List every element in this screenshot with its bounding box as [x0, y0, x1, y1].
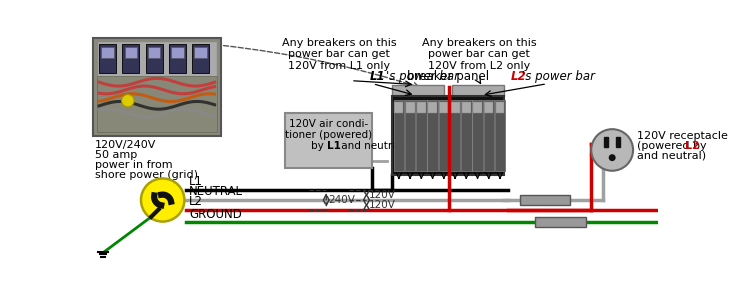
Text: L1: L1 — [327, 141, 341, 151]
Bar — [428, 102, 437, 113]
Bar — [472, 100, 482, 171]
Bar — [96, 41, 217, 132]
Text: L2: L2 — [189, 196, 203, 208]
Bar — [405, 100, 415, 171]
Bar — [169, 44, 186, 73]
Bar — [461, 100, 471, 171]
Bar — [483, 100, 494, 171]
Text: by: by — [311, 141, 327, 151]
Circle shape — [609, 154, 616, 161]
Text: GROUND: GROUND — [189, 208, 242, 221]
Bar — [520, 195, 570, 205]
Text: 120V/240V: 120V/240V — [95, 140, 156, 150]
Bar — [535, 217, 586, 227]
Text: tioner (powered): tioner (powered) — [285, 130, 372, 140]
Bar — [439, 100, 449, 171]
Bar — [148, 47, 160, 58]
Bar — [392, 85, 444, 96]
Text: 120V air condi-: 120V air condi- — [289, 119, 368, 129]
Bar — [392, 96, 504, 175]
Bar — [439, 100, 449, 171]
Bar — [145, 44, 163, 73]
Text: power in from: power in from — [95, 160, 173, 170]
Bar — [393, 100, 404, 171]
Text: Any breakers on this
power bar can get
120V from L2 only: Any breakers on this power bar can get 1… — [422, 38, 536, 71]
Bar — [405, 100, 415, 171]
Bar — [122, 44, 140, 73]
Text: L2: L2 — [685, 141, 700, 151]
Bar — [495, 100, 505, 171]
Bar — [171, 47, 183, 58]
Circle shape — [121, 94, 134, 107]
Bar — [496, 102, 504, 113]
Circle shape — [591, 129, 633, 171]
Bar — [450, 100, 461, 171]
Bar — [285, 113, 372, 168]
Bar — [395, 102, 404, 113]
Text: 120V: 120V — [369, 190, 395, 200]
Bar — [194, 47, 207, 58]
Text: Any breakers on this
power bar can get
120V from L1 only: Any breakers on this power bar can get 1… — [282, 38, 397, 71]
Text: 240V: 240V — [328, 195, 355, 205]
Bar — [417, 102, 425, 113]
Bar — [450, 100, 461, 171]
Bar — [439, 102, 448, 113]
Bar — [102, 47, 114, 58]
Text: NEUTRAL: NEUTRAL — [189, 185, 243, 199]
Bar — [462, 102, 471, 113]
Text: (powered by: (powered by — [637, 141, 710, 151]
Bar — [450, 102, 460, 113]
Bar — [416, 100, 427, 171]
Text: L2: L2 — [511, 70, 526, 83]
Text: shore power (grid): shore power (grid) — [95, 170, 198, 180]
Text: 120V receptacle: 120V receptacle — [637, 131, 728, 141]
Bar — [473, 102, 482, 113]
Bar — [99, 44, 116, 73]
Bar — [393, 100, 404, 171]
Text: breaker panel: breaker panel — [407, 70, 489, 83]
Text: L1: L1 — [189, 176, 203, 188]
Text: L1: L1 — [370, 70, 386, 83]
Bar — [495, 100, 505, 171]
Bar — [406, 102, 414, 113]
Text: 's power bar: 's power bar — [521, 70, 594, 83]
Text: 50 amp: 50 amp — [95, 150, 137, 160]
Bar — [616, 137, 620, 147]
Bar — [192, 44, 209, 73]
Bar — [605, 137, 608, 147]
Text: 120V: 120V — [369, 200, 395, 210]
Text: 's power bar: 's power bar — [386, 70, 459, 83]
Bar — [452, 85, 504, 96]
Bar — [96, 76, 217, 132]
Bar — [472, 100, 482, 171]
Bar — [93, 38, 221, 136]
Bar — [416, 100, 427, 171]
Bar — [428, 100, 438, 171]
Text: and neutral): and neutral) — [338, 141, 406, 151]
Bar — [125, 47, 137, 58]
Bar — [461, 100, 471, 171]
Bar — [428, 100, 438, 171]
Circle shape — [141, 178, 184, 222]
Bar — [485, 102, 493, 113]
Text: and neutral): and neutral) — [637, 151, 706, 161]
Bar — [483, 100, 494, 171]
